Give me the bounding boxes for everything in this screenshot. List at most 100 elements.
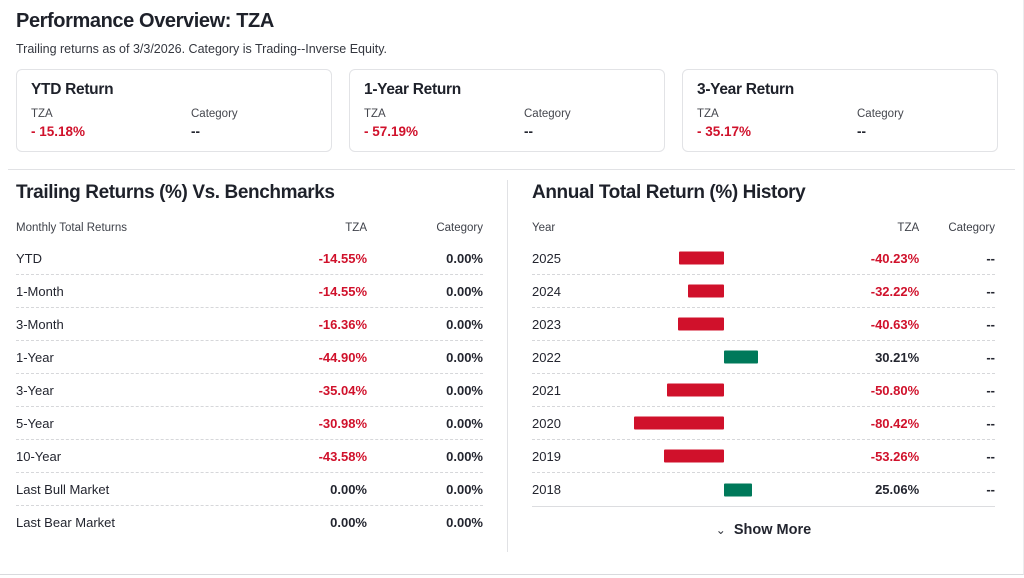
year-label: 2018 [532, 482, 561, 497]
annual-table-row: 2023 -40.63% -- [532, 308, 995, 341]
return-bar [663, 449, 724, 463]
return-bar [666, 383, 724, 397]
page-header: Performance Overview: TZA Trailing retur… [0, 10, 1023, 56]
trailing-table-row: 1-Year -44.90% 0.00% [16, 341, 483, 374]
section-divider [8, 169, 1015, 170]
row-label: 1-Year [16, 349, 54, 365]
trailing-table-row: 3-Year -35.04% 0.00% [16, 374, 483, 407]
row-label: Last Bull Market [16, 481, 110, 497]
annual-table-row: 2019 -53.26% -- [532, 440, 995, 473]
category-value: -- [524, 124, 533, 139]
category-value: -- [857, 124, 866, 139]
card-ytd-return: YTD Return TZA - 15.18% Category -- [16, 69, 332, 152]
category-value: -- [986, 250, 995, 266]
annual-history-title: Annual Total Return (%) History [532, 182, 806, 203]
trailing-table-body: YTD -14.55% 0.00% 1-Month -14.55% 0.00% … [16, 242, 483, 539]
return-bar-cell [588, 407, 800, 439]
return-bar [677, 317, 724, 331]
category-value: 0.00% [446, 515, 483, 530]
tza-value: 25.06% [875, 482, 920, 497]
tza-value: -40.63% [870, 316, 920, 332]
trailing-table-row: 3-Month -16.36% 0.00% [16, 308, 483, 341]
main-section: Trailing Returns (%) Vs. Benchmarks Mont… [0, 180, 1023, 552]
tza-value: -32.22% [870, 283, 920, 299]
card-1-year-return: 1-Year Return TZA - 57.19% Category -- [349, 69, 665, 152]
fund-value: - 35.17% [697, 124, 752, 139]
return-bar-cell [588, 275, 800, 307]
return-bar [687, 284, 724, 298]
tza-value: -50.80% [870, 382, 920, 398]
tza-value: -40.23% [870, 250, 920, 266]
tza-value: -14.55% [318, 283, 367, 299]
fund-label: TZA [697, 108, 719, 120]
trailing-table-row: 1-Month -14.55% 0.00% [16, 275, 483, 308]
year-label: 2019 [532, 448, 561, 464]
category-value: -- [191, 124, 200, 139]
column-header-tza: TZA [345, 222, 367, 234]
return-bar [633, 416, 724, 430]
annual-table-row: 2025 -40.23% -- [532, 242, 995, 275]
trailing-returns-table: Monthly Total Returns TZA Category YTD -… [16, 222, 483, 539]
column-header-category: Category [436, 222, 483, 234]
row-label: 10-Year [16, 448, 62, 464]
trailing-table-row: 10-Year -43.58% 0.00% [16, 440, 483, 473]
year-label: 2021 [532, 382, 561, 398]
year-label: 2020 [532, 415, 561, 431]
annual-table-row: 2024 -32.22% -- [532, 275, 995, 308]
category-value: 0.00% [446, 415, 483, 431]
category-value: -- [986, 448, 995, 464]
return-bar-cell [588, 473, 800, 506]
summary-cards-row: YTD Return TZA - 15.18% Category -- 1-Ye… [16, 69, 1007, 152]
category-value: 0.00% [446, 283, 483, 299]
card-title: YTD Return [31, 81, 114, 98]
return-bar [678, 251, 724, 265]
annual-table-row: 2022 30.21% -- [532, 341, 995, 374]
trailing-table-header: Monthly Total Returns TZA Category [16, 222, 483, 242]
category-value: 0.00% [446, 316, 483, 332]
year-label: 2025 [532, 250, 561, 266]
trailing-table-row: 5-Year -30.98% 0.00% [16, 407, 483, 440]
column-header-tza: TZA [897, 222, 920, 234]
return-bar-cell [588, 440, 800, 472]
return-bar-cell [588, 341, 800, 373]
column-header-year: Year [532, 222, 556, 234]
tza-value: -35.04% [318, 382, 367, 398]
card-title: 1-Year Return [364, 81, 461, 98]
page-subtitle: Trailing returns as of 3/3/2026. Categor… [16, 42, 388, 56]
trailing-returns-panel: Trailing Returns (%) Vs. Benchmarks Mont… [0, 180, 507, 552]
category-value: -- [986, 349, 995, 365]
tza-value: -16.36% [318, 316, 367, 332]
column-header-category: Category [948, 222, 995, 234]
category-value: 0.00% [446, 349, 483, 365]
page-title: Performance Overview: TZA [16, 10, 274, 32]
fund-label: TZA [31, 108, 53, 120]
tza-value: -53.26% [870, 448, 920, 464]
annual-table-row: 2018 25.06% -- [532, 473, 995, 506]
row-label: 3-Month [16, 316, 64, 332]
return-bar [723, 483, 752, 496]
show-more-container: ⌄ Show More [532, 506, 995, 552]
return-bar-cell [588, 308, 800, 340]
fund-label: TZA [364, 108, 386, 120]
annual-history-panel: Annual Total Return (%) History Year TZA… [507, 180, 1023, 552]
show-more-button[interactable]: ⌄ Show More [716, 522, 811, 538]
tza-value: -43.58% [318, 448, 367, 464]
annual-table-row: 2021 -50.80% -- [532, 374, 995, 407]
category-value: -- [986, 283, 995, 299]
category-value: 0.00% [446, 481, 483, 497]
category-label: Category [524, 108, 571, 120]
tza-value: -80.42% [870, 415, 920, 431]
category-value: -- [986, 415, 995, 431]
annual-table-body: 2025 -40.23% -- 2024 -32.22% -- 2023 -40… [532, 242, 995, 506]
return-bar-cell [588, 242, 800, 274]
row-label: 5-Year [16, 415, 54, 431]
category-label: Category [857, 108, 904, 120]
return-bar-cell [588, 374, 800, 406]
trailing-returns-title: Trailing Returns (%) Vs. Benchmarks [16, 182, 335, 203]
row-label: 3-Year [16, 382, 54, 398]
return-bar [723, 350, 758, 364]
tza-value: 0.00% [330, 515, 367, 530]
row-label: YTD [16, 250, 42, 266]
card-3-year-return: 3-Year Return TZA - 35.17% Category -- [682, 69, 998, 152]
